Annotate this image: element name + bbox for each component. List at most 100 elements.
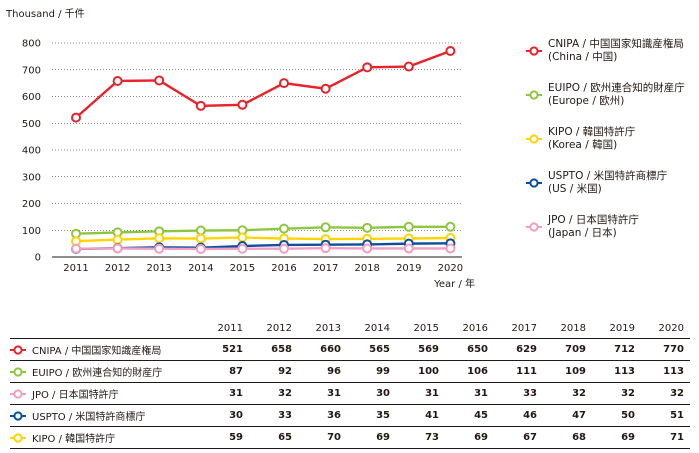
table-row: USPTO / 米国特許商標庁 30 33 36 35 41 45 46 47 50 51	[10, 404, 690, 427]
table-cell: 565	[347, 338, 396, 361]
table-cell: 31	[445, 382, 494, 405]
y-tick-label: 700	[22, 65, 41, 76]
data-point	[320, 83, 331, 94]
data-point	[195, 233, 206, 244]
data-point	[445, 243, 456, 254]
data-point	[195, 100, 206, 111]
table-cell: 709	[543, 338, 592, 361]
table-cell: 770	[641, 338, 690, 361]
series-group	[71, 46, 456, 123]
x-tick-label: 2013	[146, 263, 171, 274]
table-cell: 51	[641, 404, 690, 427]
y-tick-label: 400	[22, 146, 41, 157]
legend-name: USPTO / 米国特許商標庁	[548, 170, 668, 182]
data-point	[403, 221, 414, 232]
y-tick-label: 800	[22, 39, 41, 50]
data-point	[112, 75, 123, 86]
data-point	[279, 223, 289, 234]
line-chart: Thousand / 千件 Year / 年 0 100 200 300 400 500 6…	[5, 8, 475, 290]
legend-sub: (Japan / 日本)	[548, 227, 617, 239]
x-tick-label: 2014	[188, 263, 213, 274]
table-row-label: JPO / 日本国特許庁	[10, 382, 200, 405]
table-year-header: 2011	[200, 318, 249, 339]
table-cell: 32	[641, 382, 690, 405]
data-point	[154, 233, 165, 244]
table-cell: 106	[445, 360, 494, 383]
table-cell: 68	[543, 426, 592, 449]
data-point	[195, 225, 206, 236]
table-cell: 32	[592, 382, 641, 405]
table-cell: 30	[347, 382, 396, 405]
legend-marker-icon	[526, 85, 542, 100]
table-cell: 50	[592, 404, 641, 427]
table-cell: 73	[396, 426, 445, 449]
data-point	[237, 243, 248, 254]
data-point	[445, 46, 456, 57]
table-row: JPO / 日本国特許庁 31 32 31 30 31 31 33 32 32 32	[10, 382, 690, 405]
table-cell: 87	[200, 360, 249, 383]
legend-item: EUIPO / 欧州連合知的財産庁 (Europe / 欧州)	[526, 82, 696, 126]
table-cell: 32	[543, 382, 592, 405]
y-tick-label: 0	[35, 253, 41, 264]
series-line	[75, 246, 451, 251]
table-cell: 100	[396, 360, 445, 383]
x-axis-title: Year / 年	[433, 277, 475, 290]
table-year-header: 2018	[543, 318, 592, 339]
legend-label: JPO / 日本国特許庁 (Japan / 日本)	[548, 214, 639, 240]
legend-item: KIPO / 韓国特許庁 (Korea / 韓国)	[526, 126, 696, 170]
x-tick-label: 2011	[63, 263, 88, 274]
series-line	[75, 49, 451, 119]
table-row: KIPO / 韓国特許庁 59 65 70 69 73 69 67 68 69 71	[10, 426, 690, 449]
legend-marker-icon	[526, 41, 542, 56]
table-cell: 113	[592, 360, 641, 383]
y-tick-label: 100	[22, 226, 41, 237]
table-row-label: KIPO / 韓国特許庁	[10, 426, 200, 449]
legend-name: EUIPO / 欧州連合知的財産庁	[548, 82, 685, 94]
y-tick-labels: 0 100 200 300 400 500 600 700 800	[22, 39, 41, 264]
legend-sub: (China / 中国)	[548, 51, 618, 63]
y-tick-label: 500	[22, 119, 41, 130]
legend-name: CNIPA / 中国国家知識産権局	[548, 38, 684, 50]
table-year-header: 2013	[298, 318, 347, 339]
table-cell: 71	[641, 426, 690, 449]
table-year-header: 2012	[249, 318, 298, 339]
data-point	[154, 243, 165, 254]
row-label-text: CNIPA / 中国国家知識産権局	[32, 346, 162, 357]
table-cell: 32	[249, 382, 298, 405]
data-point	[445, 221, 456, 232]
x-tick-label: 2019	[396, 263, 421, 274]
series-line	[75, 225, 451, 235]
legend-marker-icon	[526, 129, 542, 144]
table-cell: 70	[298, 426, 347, 449]
legend-label: EUIPO / 欧州連合知的財産庁 (Europe / 欧州)	[548, 82, 685, 108]
data-point	[71, 243, 81, 254]
row-marker-icon	[10, 345, 26, 355]
table-cell: 650	[445, 338, 494, 361]
table-cell: 69	[445, 426, 494, 449]
table-cell: 31	[298, 382, 347, 405]
data-point	[112, 234, 123, 245]
x-tick-label: 2018	[354, 263, 379, 274]
table-row-label: CNIPA / 中国国家知識産権局	[10, 338, 200, 361]
series-group	[71, 238, 456, 254]
table-cell: 67	[494, 426, 543, 449]
x-tick-label: 2015	[230, 263, 255, 274]
row-marker-icon	[10, 411, 26, 421]
data-point	[154, 75, 165, 86]
y-tick-label: 200	[22, 199, 41, 210]
table-cell: 69	[592, 426, 641, 449]
legend-marker-icon	[526, 173, 542, 188]
data-point	[362, 243, 373, 254]
data-point	[279, 243, 289, 254]
table-cell: 99	[347, 360, 396, 383]
table-cell: 111	[494, 360, 543, 383]
series-line	[75, 236, 451, 243]
legend: CNIPA / 中国国家知識産権局 (China / 中国) EUIPO / 欧州連…	[526, 38, 696, 258]
y-axis-title: Thousand / 千件	[5, 8, 85, 20]
y-tick-label: 300	[22, 172, 41, 183]
data-point	[112, 243, 123, 254]
table-cell: 712	[592, 338, 641, 361]
table-cell: 45	[445, 404, 494, 427]
x-tick-labels: 2011 2012 2013 2014 2015 2016 2017 2018 2019 2020	[63, 263, 463, 274]
data-point	[362, 62, 373, 73]
